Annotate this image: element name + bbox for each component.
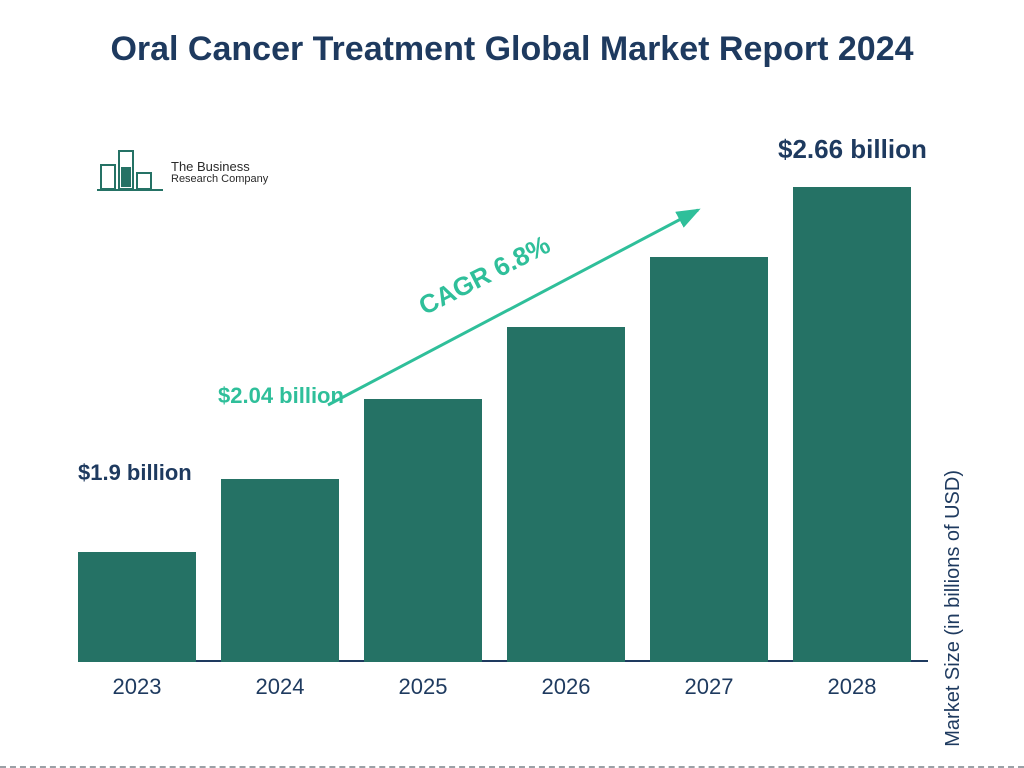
bar [650, 257, 768, 662]
plot-area: CAGR 6.8% $1.9 billion$2.04 billion$2.66… [78, 165, 928, 662]
bar [221, 479, 339, 662]
value-label: $1.9 billion [78, 460, 208, 485]
bar [507, 327, 625, 662]
value-label: $2.66 billion [778, 135, 958, 165]
x-tick-label: 2023 [67, 674, 207, 700]
y-axis-label: Market Size (in billions of USD) [942, 470, 965, 747]
x-tick-label: 2027 [639, 674, 779, 700]
x-tick-label: 2026 [496, 674, 636, 700]
x-tick-label: 2028 [782, 674, 922, 700]
page-title: Oral Cancer Treatment Global Market Repo… [0, 28, 1024, 71]
x-tick-label: 2025 [353, 674, 493, 700]
bar [78, 552, 196, 662]
bar [793, 187, 911, 662]
x-tick-label: 2024 [210, 674, 350, 700]
value-label: $2.04 billion [218, 383, 348, 408]
bar [364, 399, 482, 662]
bar-chart: CAGR 6.8% $1.9 billion$2.04 billion$2.66… [78, 165, 948, 710]
